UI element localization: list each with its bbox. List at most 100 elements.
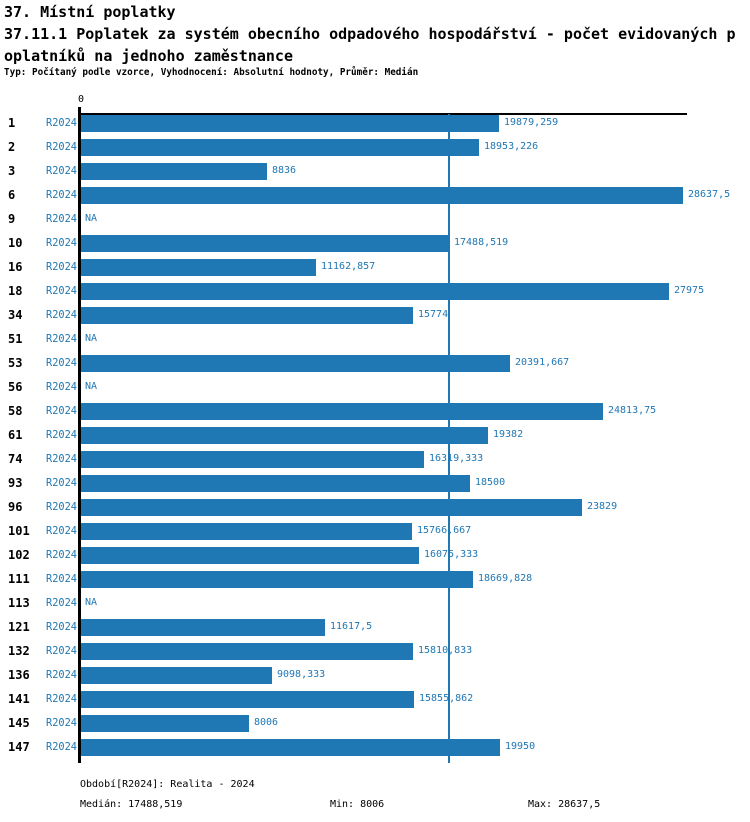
row-category-label: 113 [8,596,30,610]
bar-value-label: 15855,862 [419,693,474,704]
bar-value-label: 28637,5 [688,189,731,200]
chart-row: 18 R2024 27975 [0,279,750,303]
chart-row: 34 R2024 15774 [0,303,750,327]
row-series-label: R2024 [46,141,77,153]
chart-row: 111 R2024 18669,828 [0,567,750,591]
chart-row: 2 R2024 18953,226 [0,135,750,159]
bar-value-label: 15810,833 [418,645,473,656]
chart-row: 16 R2024 11162,857 [0,255,750,279]
row-category-label: 121 [8,620,30,634]
bar [81,547,419,564]
row-category-label: 56 [8,380,23,394]
na-label: NA [85,333,98,344]
row-category-label: 9 [8,212,16,226]
bar [81,475,470,492]
chart-row: 61 R2024 19382 [0,423,750,447]
row-category-label: 93 [8,476,23,490]
row-category-label: 2 [8,140,16,154]
row-series-label: R2024 [46,645,77,657]
chart-row: 121 R2024 11617,5 [0,615,750,639]
bar [81,427,488,444]
bar-value-label: 11162,857 [321,261,376,272]
bar [81,235,449,252]
bar [81,307,413,324]
bar-value-label: 8006 [254,717,279,728]
bar-value-label: 18500 [475,477,506,488]
bar [81,187,683,204]
row-series-label: R2024 [46,477,77,489]
bar-value-label: 15774 [418,309,449,320]
bar [81,523,412,540]
row-series-label: R2024 [46,357,77,369]
row-series-label: R2024 [46,381,77,393]
chart-row: 136 R2024 9098,333 [0,663,750,687]
chart-title-line-2: oplatníků na jednoho zaměstnance [4,47,293,65]
row-category-label: 132 [8,644,30,658]
row-category-label: 3 [8,164,16,178]
row-series-label: R2024 [46,429,77,441]
row-series-label: R2024 [46,213,77,225]
row-series-label: R2024 [46,405,77,417]
row-series-label: R2024 [46,189,77,201]
row-category-label: 53 [8,356,23,370]
row-series-label: R2024 [46,285,77,297]
row-category-label: 136 [8,668,30,682]
row-category-label: 74 [8,452,23,466]
chart-row: 9 R2024 NA [0,207,750,231]
row-series-label: R2024 [46,525,77,537]
bar [81,139,479,156]
row-category-label: 101 [8,524,30,538]
bar [81,715,249,732]
chart-title-line-1: 37.11.1 Poplatek za systém obecního odpa… [4,25,736,43]
x-axis-zero-tick-label: 0 [77,94,85,105]
bar-value-label: 24813,75 [608,405,657,416]
bar-value-label: 17488,519 [454,237,509,248]
x-axis-line [80,113,687,115]
na-label: NA [85,213,98,224]
chart-row: 10 R2024 17488,519 [0,231,750,255]
chart-row: 132 R2024 15810,833 [0,639,750,663]
bar-value-label: 19382 [493,429,524,440]
bar [81,499,582,516]
chart-subtitle: Typ: Počítaný podle vzorce, Vyhodnocení:… [4,67,419,78]
bar-value-label: 16319,333 [429,453,484,464]
row-series-label: R2024 [46,693,77,705]
chart-row: 113 R2024 NA [0,591,750,615]
chart-row: 56 R2024 NA [0,375,750,399]
bar-value-label: 23829 [587,501,618,512]
chart-row: 102 R2024 16075,333 [0,543,750,567]
row-category-label: 147 [8,740,30,754]
bar-value-label: 9098,333 [277,669,326,680]
footer-period: Období[R2024]: Realita - 2024 [80,779,255,790]
bar [81,667,272,684]
row-series-label: R2024 [46,309,77,321]
bar-value-label: 20391,667 [515,357,570,368]
bar-value-label: 19879,259 [504,117,559,128]
row-series-label: R2024 [46,333,77,345]
chart-row: 141 R2024 15855,862 [0,687,750,711]
row-category-label: 6 [8,188,16,202]
chart-row: 101 R2024 15766,667 [0,519,750,543]
row-series-label: R2024 [46,165,77,177]
row-series-label: R2024 [46,117,77,129]
bar [81,643,413,660]
chart-row: 147 R2024 19950 [0,735,750,759]
row-category-label: 34 [8,308,23,322]
bar [81,451,424,468]
chart-row: 51 R2024 NA [0,327,750,351]
row-category-label: 51 [8,332,23,346]
row-category-label: 58 [8,404,23,418]
row-series-label: R2024 [46,453,77,465]
bar [81,691,414,708]
bar-value-label: 27975 [674,285,705,296]
na-label: NA [85,381,98,392]
bar [81,355,510,372]
bar [81,403,603,420]
y-axis-line [78,107,81,763]
row-category-label: 10 [8,236,23,250]
footer-max: Max: 28637,5 [528,799,601,810]
row-category-label: 61 [8,428,23,442]
bar [81,739,500,756]
bar-value-label: 16075,333 [424,549,479,560]
